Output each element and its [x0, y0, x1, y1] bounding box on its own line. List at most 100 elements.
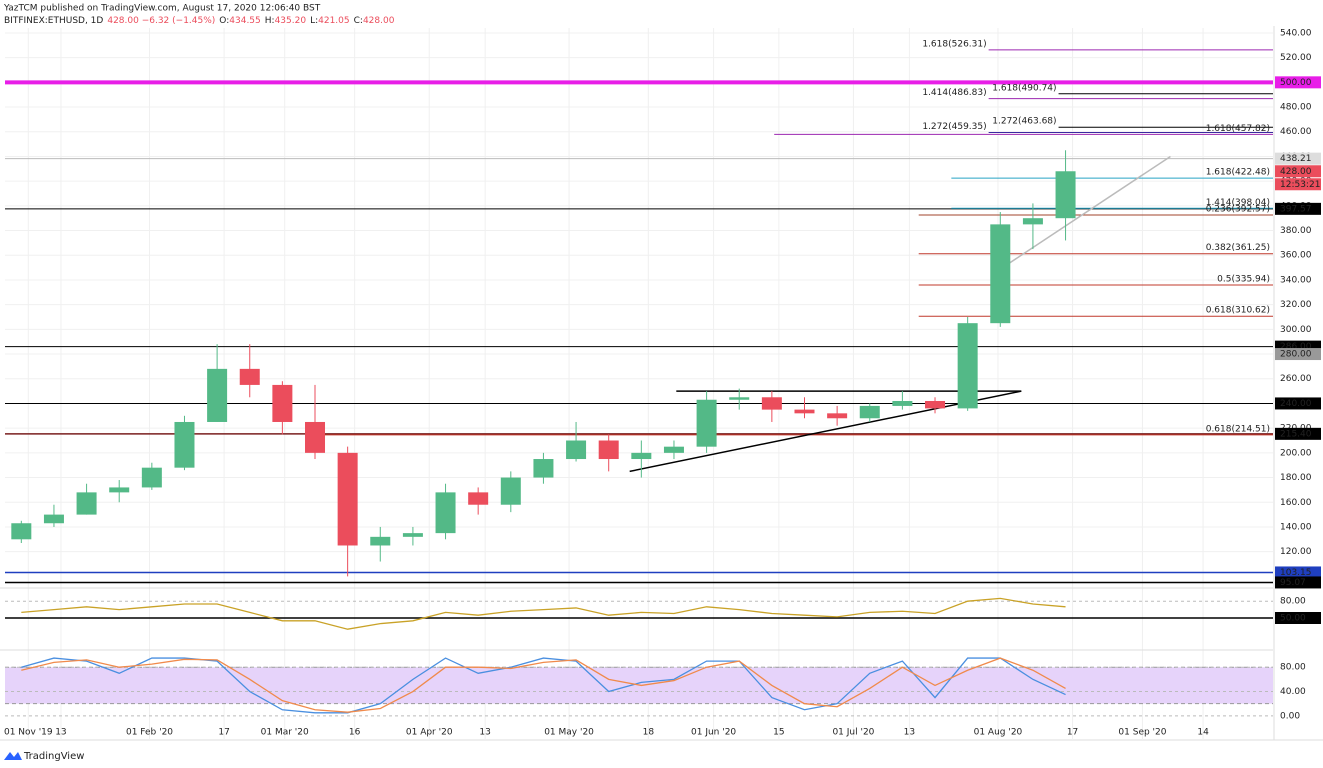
fib-label: 1.618(457.82) — [1206, 124, 1270, 134]
symbol: BITFINEX:ETHUSD, 1D — [4, 16, 103, 26]
indicator-line — [21, 657, 1066, 713]
candle-body — [174, 421, 195, 468]
axis-marker — [1275, 427, 1321, 440]
y-tick-label: 180.00 — [1280, 473, 1312, 483]
candle-body — [109, 487, 130, 493]
symbol-line: BITFINEX:ETHUSD, 1D 428.00 −6.32 (−1.45%)… — [4, 16, 395, 26]
candle-body — [500, 477, 521, 505]
ohlc-value: 421.05 — [318, 16, 350, 26]
candle-body — [663, 446, 684, 453]
axis-marker-label: 50.00 — [1280, 614, 1306, 624]
axis-marker — [1275, 202, 1321, 215]
y-tick-label: 320.00 — [1280, 300, 1312, 310]
candle-body — [761, 397, 782, 410]
axis-marker — [1275, 165, 1321, 178]
x-tick-label: 16 — [349, 728, 361, 738]
publish-line: YazTCM published on TradingView.com, Aug… — [3, 4, 321, 14]
ohlc-key: O: — [219, 16, 229, 26]
x-tick-label: 01 Apr '20 — [406, 728, 453, 738]
axis-marker-label: 286.00 — [1280, 342, 1312, 352]
y-tick-label: 260.00 — [1280, 374, 1312, 384]
axis-marker-label: 428.00 — [1280, 167, 1312, 177]
candle-body — [337, 452, 358, 546]
x-tick-label: 01 May '20 — [544, 728, 594, 738]
fib-label: 1.618(422.48) — [1206, 168, 1270, 178]
y-tick-label: 140.00 — [1280, 522, 1312, 532]
ohlc-value: 435.20 — [275, 16, 307, 26]
axis-marker-label: 95.07 — [1280, 578, 1306, 588]
candle-body — [566, 440, 587, 460]
y-tick-label: 0.00 — [1280, 711, 1300, 721]
candle-body — [631, 452, 652, 460]
axis-marker — [1275, 152, 1321, 165]
x-tick-label: 01 Jul '20 — [832, 728, 874, 738]
x-tick-label: 17 — [1067, 728, 1078, 738]
x-tick-label: 01 Mar '20 — [261, 728, 309, 738]
axis-marker — [1275, 566, 1321, 579]
x-tick-label: 14 — [1197, 728, 1209, 738]
candle-body — [925, 400, 946, 409]
x-tick-label: 13 — [479, 728, 490, 738]
x-tick-label: 01 Jun '20 — [691, 728, 736, 738]
axis-marker-label: 103.15 — [1280, 568, 1312, 578]
candle-body — [957, 323, 978, 409]
y-tick-label: 120.00 — [1280, 547, 1312, 557]
trendline — [629, 390, 1022, 473]
ohlc-value: 428.00 — [363, 16, 395, 26]
axis-marker-label: 240.00 — [1280, 399, 1312, 409]
axis-marker-label: 500.00 — [1280, 78, 1312, 88]
candle-body — [239, 368, 260, 385]
countdown: 12:53:21 — [1280, 180, 1320, 190]
axis-marker-label: 215.40 — [1280, 429, 1312, 439]
candle-body — [207, 368, 228, 422]
candle-body — [794, 409, 815, 414]
countdown-box — [1275, 178, 1321, 191]
x-tick-label: 15 — [773, 728, 784, 738]
axis-marker-label: 438.21 — [1280, 154, 1312, 164]
candle-body — [859, 405, 880, 419]
fib-label: 1.618(490.74) — [992, 83, 1056, 93]
y-tick-label: 480.00 — [1280, 103, 1312, 113]
x-tick-label: 13 — [904, 728, 915, 738]
candle-body — [990, 224, 1011, 324]
x-tick-label: 17 — [218, 728, 229, 738]
y-tick-label: 80.00 — [1280, 597, 1306, 607]
y-tick-label: 200.00 — [1280, 448, 1312, 458]
ohlc-key: H: — [265, 16, 275, 26]
candle-body — [76, 492, 97, 515]
candle-body — [892, 400, 913, 406]
candle-body — [305, 421, 326, 453]
fib-label: 1.272(463.68) — [992, 117, 1056, 127]
y-tick-label: 80.00 — [1280, 663, 1306, 673]
x-tick-label: 01 Aug '20 — [974, 728, 1023, 738]
brand: TradingView — [23, 751, 84, 762]
y-tick-label: 360.00 — [1280, 251, 1312, 261]
candle-body — [533, 459, 554, 478]
fib-label: 0.618(310.62) — [1206, 306, 1270, 316]
x-tick-label: 01 Nov '19 — [4, 728, 53, 738]
candle-body — [141, 467, 162, 488]
candle-body — [598, 440, 619, 460]
axis-marker — [1275, 612, 1321, 624]
fib-label: 0.382(361.25) — [1206, 243, 1270, 253]
y-tick-label: 300.00 — [1280, 325, 1312, 335]
x-tick-label: 18 — [643, 728, 655, 738]
candle-body — [468, 492, 489, 505]
y-tick-label: 160.00 — [1280, 498, 1312, 508]
axis-marker-label: 397.57 — [1280, 204, 1312, 214]
y-tick-label: 40.00 — [1280, 687, 1306, 697]
candle-body — [1055, 171, 1076, 219]
y-tick-label: 460.00 — [1280, 127, 1312, 137]
fib-label: 1.414(398.04) — [1206, 198, 1270, 208]
change: 428.00 −6.32 (−1.45%) — [107, 16, 215, 26]
fib-label: 1.272(459.35) — [922, 122, 986, 132]
y-tick-label: 340.00 — [1280, 275, 1312, 285]
logo — [4, 752, 22, 760]
ohlc-key: C: — [354, 16, 363, 26]
x-tick-label: 01 Feb '20 — [126, 728, 173, 738]
axis-marker — [1275, 397, 1321, 410]
y-tick-label: 380.00 — [1280, 226, 1312, 236]
candle-body — [43, 514, 64, 524]
trendline — [992, 155, 1171, 275]
